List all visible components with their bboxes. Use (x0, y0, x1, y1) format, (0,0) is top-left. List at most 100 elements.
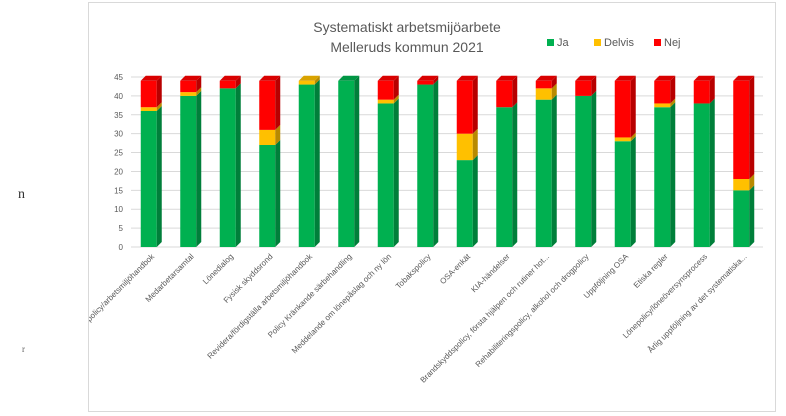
bar-segment-nej (496, 80, 513, 108)
chart-frame: Systematiskt arbetsmijöarbete Melleruds … (57, 2, 776, 412)
bar-segment-delvis (180, 92, 197, 96)
x-tick-label: Lönedialog (201, 252, 235, 286)
y-tick-label: 35 (114, 111, 123, 120)
bar-top-cap (259, 75, 281, 81)
bar-top-cap (535, 75, 557, 81)
legend: Ja Delvis Nej (547, 37, 681, 49)
bar-side-ja (433, 79, 439, 247)
bar-side-nej (393, 75, 399, 100)
chart-subtitle: Melleruds kommun 2021 (330, 39, 484, 55)
bar-stack (298, 75, 320, 247)
bar-side-nej (156, 75, 162, 108)
bar-top-cap (140, 75, 162, 81)
legend-swatch-nej (654, 39, 661, 46)
y-tick-label: 45 (114, 73, 123, 82)
bar-segment-ja (535, 99, 552, 248)
bar-top-cap (180, 75, 202, 81)
bar-segment-ja (298, 84, 315, 247)
bar-segment-ja (140, 111, 157, 247)
bar-side-ja (156, 106, 162, 247)
bar-segment-ja (654, 107, 671, 247)
x-tick-label: OSA-enkät (438, 252, 473, 287)
bar-segment-ja (377, 103, 394, 247)
bar-segment-nej (377, 80, 394, 100)
bar-side-nej (275, 75, 281, 130)
bar-top-cap (338, 75, 360, 81)
bar-side-ja (630, 136, 636, 247)
y-tick-label: 0 (119, 243, 124, 252)
y-tick-label: 15 (114, 186, 123, 195)
bar-segment-nej (575, 80, 592, 96)
bar-top-cap (377, 75, 399, 81)
y-tick-label: 40 (114, 92, 123, 101)
bar-stack (456, 75, 478, 247)
bar-side-nej (512, 75, 518, 108)
bar-stack (140, 75, 162, 247)
x-tick-label: Etiska regler (632, 252, 670, 290)
bar-segment-ja (219, 88, 236, 247)
bar-side-ja (749, 185, 755, 247)
bar-side-nej (235, 75, 241, 89)
y-tick-label: 5 (119, 224, 124, 233)
bar-side-nej (472, 75, 478, 134)
bar-segment-nej (219, 80, 236, 89)
y-tick-label: 10 (114, 205, 123, 214)
chart-title: Systematiskt arbetsmijöarbete (313, 19, 501, 35)
bar-segment-ja (259, 145, 276, 247)
bar-side-nej (196, 75, 202, 93)
bar-side-delvis (275, 124, 281, 145)
bar-segment-ja (456, 160, 473, 247)
y-tick-label: 20 (114, 167, 123, 176)
bar-segment-delvis (535, 88, 552, 100)
bar-segment-ja (614, 141, 631, 247)
legend-swatch-ja (547, 39, 554, 46)
bar-side-ja (275, 140, 281, 247)
bar-segment-nej (140, 80, 157, 108)
bar-top-cap (654, 75, 676, 81)
bar-segment-ja (693, 103, 710, 247)
bar-segment-delvis (140, 107, 157, 111)
bar-segment-delvis (654, 103, 671, 108)
x-tick-label: Policy Kränkande särbehandling (266, 252, 354, 340)
bar-side-ja (709, 98, 715, 247)
bar-side-nej (551, 75, 557, 89)
bar-stack (733, 75, 755, 247)
bar-segment-nej (417, 80, 434, 85)
bar-side-ja (670, 102, 676, 247)
bar-segment-nej (693, 80, 710, 104)
bar-segment-delvis (733, 179, 750, 191)
bar-segment-nej (733, 80, 750, 179)
bar-top-cap (733, 75, 755, 81)
bar-segment-delvis (614, 137, 631, 142)
y-tick-label: 30 (114, 130, 123, 139)
bar-side-delvis (551, 83, 557, 100)
stray-bottom-char: r (22, 344, 25, 354)
bar-side-delvis (670, 98, 676, 108)
bar-segment-nej (456, 80, 473, 134)
x-axis-labels: Arbetsmiljöpolicy/arbetsmiljöhandbokMeda… (57, 251, 749, 384)
bar-side-delvis (196, 87, 202, 96)
bar-top-cap (417, 75, 439, 81)
x-tick-label: Lönepolicy/löneöversynsprocess (621, 252, 709, 340)
bar-segment-delvis (456, 133, 473, 161)
bar-side-ja (235, 83, 241, 247)
bar-stack (535, 75, 557, 248)
bar-stack (654, 75, 676, 247)
y-tick-label: 25 (114, 149, 123, 158)
bar-side-ja (314, 79, 320, 247)
stacked-bar-chart: Systematiskt arbetsmijöarbete Melleruds … (57, 19, 763, 385)
bar-stack (180, 75, 202, 247)
y-axis-ticks: 0 5 10 15 20 25 30 35 40 45 (114, 73, 123, 252)
bar-top-cap (298, 75, 320, 81)
bar-side-ja (512, 102, 518, 247)
bar-segment-ja (496, 107, 513, 247)
bar-side-nej (749, 75, 755, 179)
bar-segment-ja (180, 95, 197, 247)
bar-segment-nej (180, 80, 197, 93)
bar-side-ja (472, 155, 478, 247)
bar-top-cap (693, 75, 715, 81)
legend-label-delvis: Delvis (604, 37, 634, 49)
bar-side-delvis (314, 75, 320, 85)
bar-side-nej (591, 75, 597, 96)
x-tick-label: Tobakspolicy (394, 252, 433, 291)
